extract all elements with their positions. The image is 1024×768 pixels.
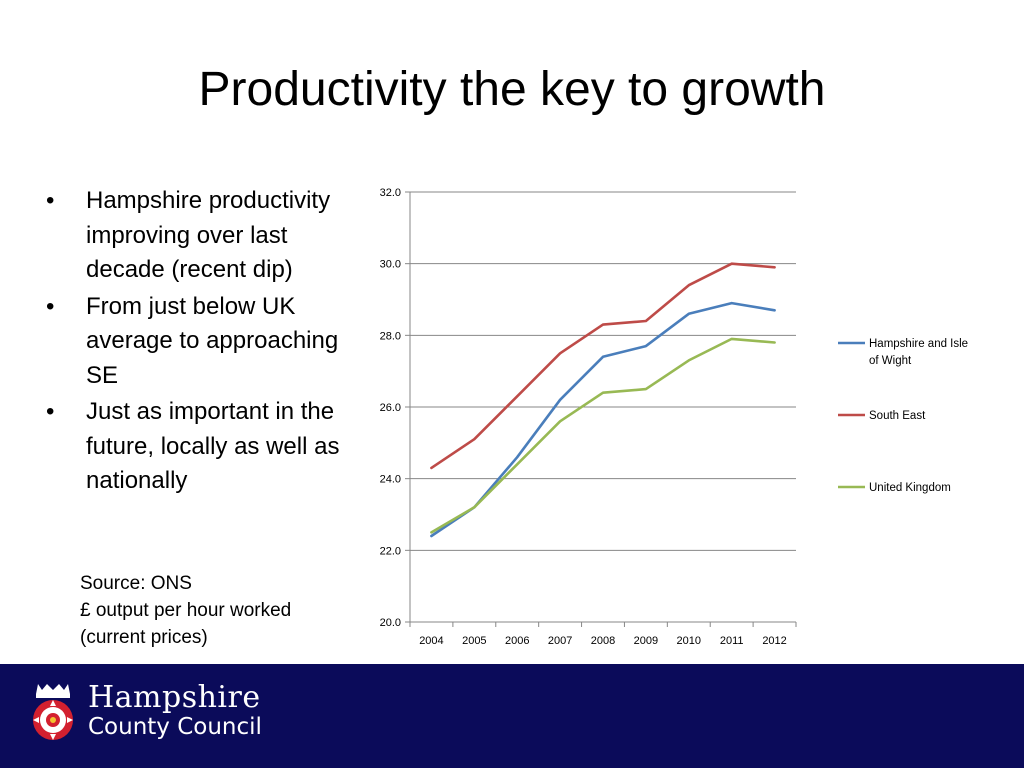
y-tick-label: 20.0 [380,617,401,629]
source-line: Source: ONS [80,573,192,594]
series-line [430,262,776,470]
x-tick-label: 2012 [762,635,786,647]
county-crest-icon [33,684,73,740]
bullet-dot: • [46,292,55,320]
x-tick-label: 2007 [548,635,572,647]
bullet-item: • Hampshire productivity improving over l… [40,184,350,288]
x-tick-label: 2009 [634,635,658,647]
source-line: (current prices) [80,627,208,648]
x-tick-label: 2008 [591,635,615,647]
productivity-line-chart: 20.0 22.0 24.0 26.0 28.0 30.0 32.0 2004 2005 2006… [380,187,969,647]
x-tick-label: 2010 [677,635,701,647]
y-tick-label: 30.0 [380,259,401,271]
x-tick-label: 2005 [462,635,486,647]
org-subname: County Council [88,714,262,740]
legend-label: South East [869,410,926,422]
source-note: Source: ONS £ output per hour worked (cu… [80,570,291,651]
bullet-dot: • [46,187,55,214]
legend-label: United Kingdom [869,482,951,494]
bullet-item: • Just as important in the future, locall… [40,395,350,499]
y-tick-label: 22.0 [380,545,401,557]
footer-bar: Hampshire County Council [0,664,1024,768]
legend-label: of Wight [869,355,912,367]
x-tick-label: 2004 [419,635,443,647]
x-tick-label: 2006 [505,635,529,647]
legend-label: Hampshire and Isle [869,338,968,350]
y-tick-label: 26.0 [380,402,401,414]
bullet-text: Hampshire productivity improving over la… [86,187,331,283]
series-line [430,301,776,538]
org-name: Hampshire [88,680,261,715]
x-tick-label: 2011 [720,635,744,647]
bullet-text: From just below UK average to approachin… [86,292,339,389]
bullet-text: Just as important in the future, locally… [86,398,340,494]
source-line: £ output per hour worked [80,600,292,621]
slide-title: Productivity the key to growth [198,63,826,116]
bullet-item: • From just below UK average to approachi… [40,290,350,394]
bullet-dot: • [46,398,55,425]
series-line [430,337,776,534]
bullet-list: • Hampshire productivity improving over l… [40,184,350,501]
y-tick-label: 28.0 [380,330,401,342]
y-tick-label: 24.0 [380,474,401,486]
y-tick-label: 32.0 [380,187,401,199]
